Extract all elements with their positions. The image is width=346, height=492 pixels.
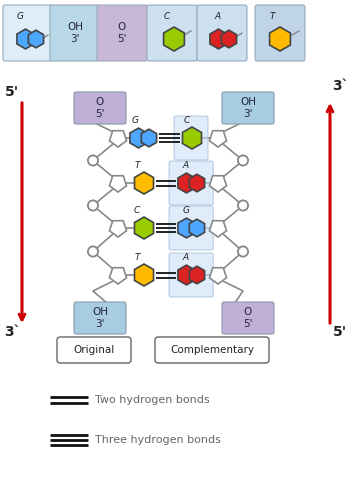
Circle shape <box>88 155 98 165</box>
Polygon shape <box>209 176 227 192</box>
Polygon shape <box>210 29 227 49</box>
Polygon shape <box>178 218 195 238</box>
FancyBboxPatch shape <box>255 5 305 61</box>
Text: C: C <box>184 116 190 125</box>
FancyBboxPatch shape <box>74 302 126 334</box>
Text: T: T <box>134 161 140 170</box>
Polygon shape <box>135 264 154 286</box>
Circle shape <box>238 201 248 211</box>
Polygon shape <box>182 127 201 149</box>
FancyBboxPatch shape <box>174 116 208 160</box>
Polygon shape <box>189 219 204 237</box>
Polygon shape <box>209 221 227 237</box>
FancyBboxPatch shape <box>50 5 100 61</box>
Text: 5': 5' <box>5 85 19 99</box>
Circle shape <box>88 201 98 211</box>
Text: O
5': O 5' <box>117 22 127 44</box>
Polygon shape <box>164 27 184 51</box>
Text: 3`: 3` <box>4 325 20 339</box>
Circle shape <box>238 246 248 256</box>
Polygon shape <box>17 29 34 49</box>
Polygon shape <box>109 176 127 192</box>
Text: C: C <box>164 12 170 21</box>
Polygon shape <box>109 221 127 237</box>
FancyBboxPatch shape <box>169 206 213 250</box>
Polygon shape <box>28 30 44 48</box>
Circle shape <box>88 201 98 211</box>
Polygon shape <box>135 217 154 239</box>
FancyBboxPatch shape <box>222 302 274 334</box>
Text: Three hydrogen bonds: Three hydrogen bonds <box>95 435 221 445</box>
Text: G: G <box>17 12 24 21</box>
Text: 3`: 3` <box>332 79 346 93</box>
Text: T: T <box>270 12 275 21</box>
FancyBboxPatch shape <box>3 5 53 61</box>
Text: T: T <box>134 253 140 262</box>
FancyBboxPatch shape <box>97 5 147 61</box>
Text: G: G <box>131 116 138 125</box>
Text: O
5': O 5' <box>243 307 253 329</box>
Polygon shape <box>189 174 204 192</box>
FancyBboxPatch shape <box>169 161 213 205</box>
Polygon shape <box>178 173 195 193</box>
Circle shape <box>88 155 98 165</box>
Polygon shape <box>209 131 227 147</box>
Circle shape <box>238 201 248 211</box>
Polygon shape <box>141 129 157 147</box>
Text: O
5': O 5' <box>95 97 105 119</box>
Text: G: G <box>182 206 190 215</box>
Polygon shape <box>221 30 237 48</box>
FancyBboxPatch shape <box>155 337 269 363</box>
Text: A: A <box>183 253 189 262</box>
Polygon shape <box>109 268 127 284</box>
Polygon shape <box>109 131 127 147</box>
FancyBboxPatch shape <box>169 253 213 297</box>
Circle shape <box>238 155 248 165</box>
Polygon shape <box>178 265 195 285</box>
Text: 5': 5' <box>333 325 346 339</box>
Polygon shape <box>135 172 154 194</box>
FancyBboxPatch shape <box>147 5 197 61</box>
Text: A: A <box>214 12 220 21</box>
Text: Original: Original <box>73 345 115 355</box>
Text: C: C <box>134 206 140 215</box>
Circle shape <box>238 155 248 165</box>
Circle shape <box>88 246 98 256</box>
FancyBboxPatch shape <box>74 92 126 124</box>
Polygon shape <box>270 27 290 51</box>
Text: Complementary: Complementary <box>170 345 254 355</box>
FancyBboxPatch shape <box>197 5 247 61</box>
Text: OH
3': OH 3' <box>92 307 108 329</box>
FancyBboxPatch shape <box>222 92 274 124</box>
Text: Two hydrogen bonds: Two hydrogen bonds <box>95 395 210 405</box>
Polygon shape <box>189 266 204 284</box>
Text: A: A <box>183 161 189 170</box>
FancyBboxPatch shape <box>57 337 131 363</box>
Text: OH
3': OH 3' <box>240 97 256 119</box>
Circle shape <box>238 246 248 256</box>
Text: OH
3': OH 3' <box>67 22 83 44</box>
Circle shape <box>88 246 98 256</box>
Polygon shape <box>130 128 147 148</box>
Polygon shape <box>209 268 227 284</box>
